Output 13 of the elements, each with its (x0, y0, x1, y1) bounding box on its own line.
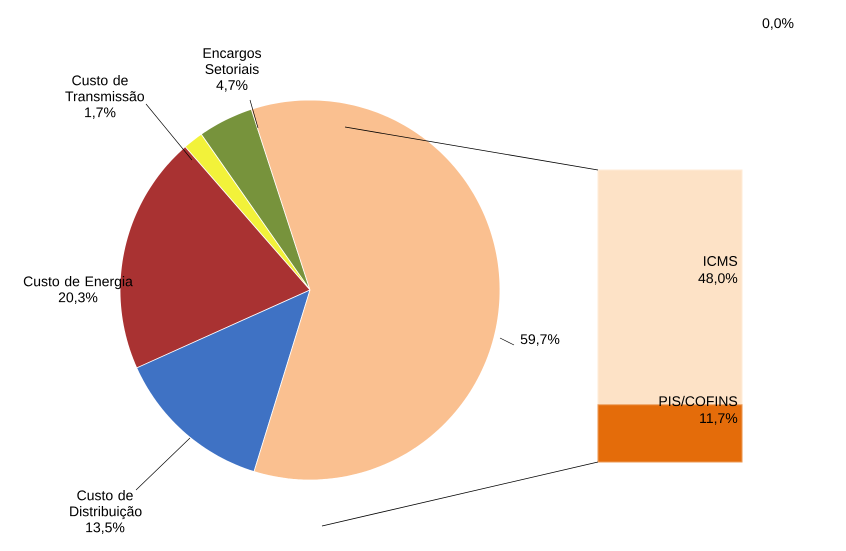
slice-label: Encargos Setoriais (204, 48, 262, 74)
data-label: 1,7% (85, 107, 116, 119)
series-label: ICMS (704, 256, 738, 266)
data-label: 59,7% (520, 334, 560, 346)
data-label: 13,5% (86, 522, 124, 534)
text: 0,0% (762, 18, 794, 30)
slice-label: Custo de Distribuição (70, 490, 142, 520)
slice-label: Custo de Transmissão (65, 75, 144, 102)
series-label: PIS/COFINS (660, 396, 738, 406)
data-label: 48,0% (698, 273, 738, 285)
data-label: 20,3% (58, 292, 98, 304)
data-label: 4,7% (216, 80, 248, 92)
data-label: 11,7% (700, 413, 738, 425)
